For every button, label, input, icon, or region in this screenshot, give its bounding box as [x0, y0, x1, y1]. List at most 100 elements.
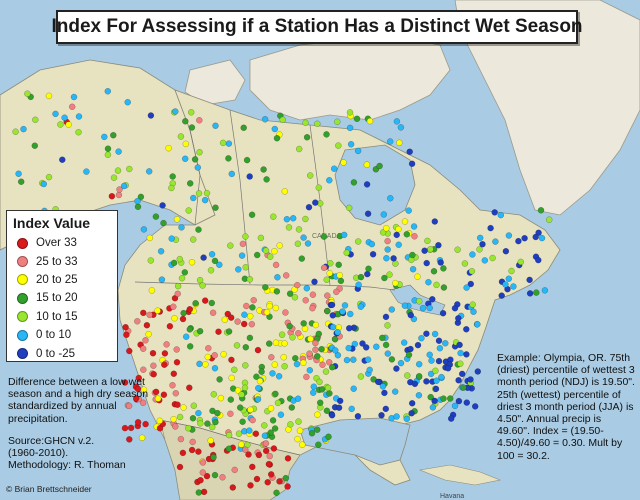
index-description: Difference between a low wet season and … — [8, 376, 149, 425]
station-dot — [208, 423, 216, 431]
station-dot — [474, 368, 481, 375]
station-dot — [227, 410, 234, 417]
station-dot — [312, 339, 319, 347]
station-dot — [190, 402, 198, 409]
station-dot — [200, 488, 208, 496]
station-dot — [303, 134, 311, 141]
station-dot — [366, 366, 373, 374]
station-dot — [387, 138, 394, 145]
station-dot — [219, 474, 226, 481]
station-dot — [280, 354, 287, 361]
station-dot — [282, 474, 289, 482]
station-dot — [298, 255, 305, 262]
station-dot — [345, 344, 352, 352]
station-dot — [273, 489, 280, 496]
station-dot — [354, 147, 362, 155]
station-dot — [238, 391, 245, 398]
station-dot — [255, 384, 262, 392]
station-dot — [104, 88, 112, 95]
station-dot — [379, 334, 386, 342]
arctic-island-west — [184, 59, 246, 106]
station-dot — [208, 299, 216, 307]
station-dot — [403, 415, 410, 423]
legend-title: Index Value — [13, 215, 91, 231]
station-dot — [172, 108, 179, 115]
station-dot — [411, 380, 419, 388]
station-dot — [197, 420, 204, 427]
station-dot — [300, 320, 307, 327]
station-dot — [381, 274, 388, 282]
station-dot — [182, 333, 190, 340]
station-dot — [392, 388, 399, 395]
station-dot — [328, 412, 336, 419]
station-dot — [253, 373, 260, 380]
station-dot — [234, 387, 242, 394]
station-dot — [526, 290, 534, 297]
station-dot — [426, 304, 433, 312]
station-dot — [334, 118, 341, 126]
station-dot — [217, 394, 225, 402]
station-dot — [335, 142, 342, 149]
station-dot — [311, 278, 318, 285]
station-dot — [272, 304, 279, 312]
station-dot — [221, 316, 229, 323]
station-dot — [455, 377, 462, 384]
station-dot — [186, 306, 194, 313]
station-dot — [246, 173, 253, 180]
station-dot — [277, 411, 285, 418]
station-dot — [142, 337, 149, 344]
station-dot — [262, 284, 269, 291]
station-dot — [108, 192, 116, 200]
station-dot — [337, 397, 344, 405]
station-dot — [331, 336, 339, 343]
station-dot — [337, 277, 345, 285]
station-dot — [301, 325, 309, 332]
station-dot — [24, 90, 31, 97]
station-dot — [315, 441, 322, 448]
station-dot — [395, 225, 402, 233]
station-dot — [375, 378, 382, 386]
station-dot — [498, 292, 505, 299]
station-dot — [312, 346, 319, 353]
station-dot — [214, 409, 221, 417]
station-dot — [363, 344, 370, 351]
station-dot — [195, 448, 202, 455]
station-dot — [139, 345, 147, 352]
station-dot — [355, 281, 362, 288]
station-dot — [335, 404, 343, 411]
station-dot — [382, 313, 390, 321]
station-dot — [281, 340, 288, 347]
station-dot — [463, 399, 470, 406]
station-dot — [326, 177, 333, 184]
station-dot — [201, 196, 209, 204]
station-dot — [319, 361, 326, 368]
station-dot — [387, 194, 394, 202]
station-dot — [326, 390, 333, 397]
station-dot — [326, 270, 333, 277]
station-dot — [181, 269, 189, 276]
station-dot — [271, 125, 278, 133]
station-dot — [474, 321, 481, 328]
station-dot — [515, 237, 522, 245]
station-dot — [256, 377, 264, 385]
station-dot — [196, 360, 203, 368]
station-dot — [414, 273, 421, 280]
station-dot — [150, 371, 157, 378]
station-dot — [532, 233, 539, 241]
legend-row-5: 0 to 10 — [13, 326, 111, 344]
station-dot — [546, 216, 553, 223]
station-dot — [177, 435, 185, 443]
station-dot — [138, 434, 146, 441]
station-dot — [276, 242, 283, 249]
station-dot — [479, 240, 486, 248]
gulf-of-mexico — [299, 417, 411, 466]
station-dot — [140, 386, 148, 393]
station-dot — [205, 345, 212, 352]
station-dot — [254, 251, 261, 259]
station-dot — [314, 120, 321, 128]
station-dot — [477, 234, 484, 242]
station-dot — [348, 405, 355, 413]
station-dot — [188, 446, 196, 454]
station-dot — [241, 311, 248, 318]
station-dot — [199, 459, 207, 466]
